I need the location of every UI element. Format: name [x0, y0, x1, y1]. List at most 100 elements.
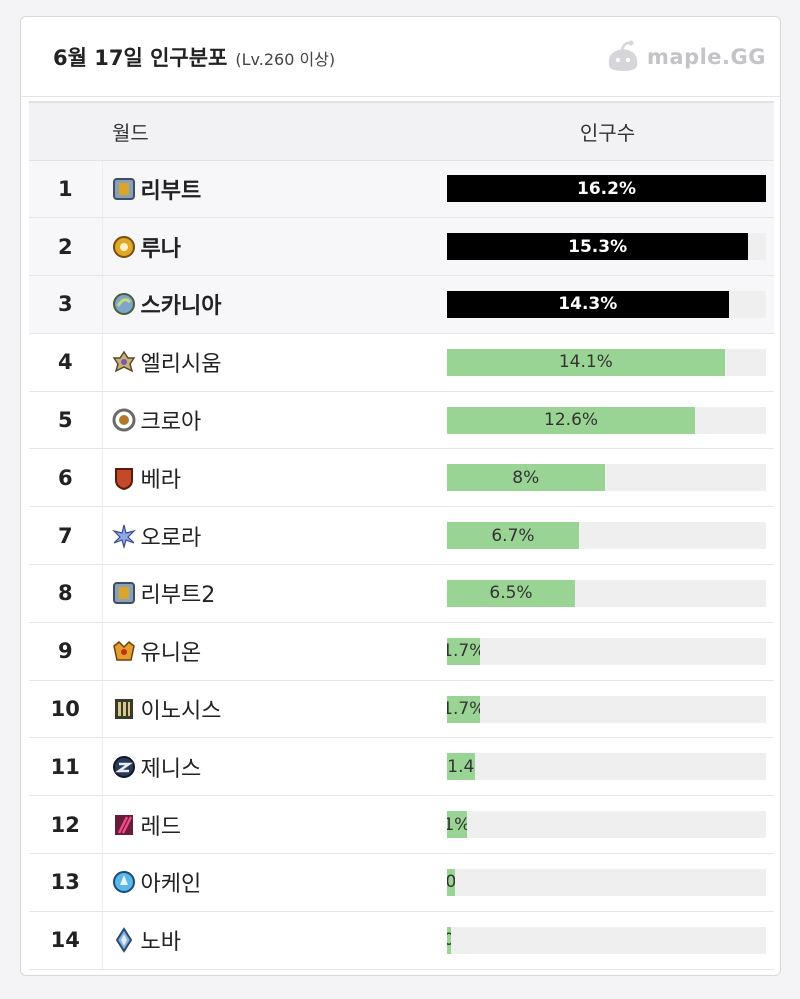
population-bar-track: 1.7%	[447, 637, 766, 665]
population-bar: 1%	[447, 811, 467, 839]
world-rank: 3	[29, 275, 103, 334]
world-column-header: 월드	[102, 101, 441, 161]
population-cell: 12.6%	[441, 391, 774, 450]
world-cell: 제니스	[102, 737, 442, 797]
world-name: 리부트	[140, 178, 202, 204]
population-cell: 1%	[441, 795, 774, 855]
population-percent: 12.6%	[544, 410, 599, 431]
population-percent: 0	[447, 930, 451, 950]
table-row[interactable]: 5 크로아 12.6%	[29, 391, 774, 450]
world-cell: 아케인	[102, 853, 442, 912]
population-bar: 0	[447, 926, 451, 954]
population-bar-track: 12.6%	[447, 406, 766, 434]
world-name: 아케인	[140, 872, 202, 898]
world-cell: 리부트	[102, 160, 442, 219]
world-info: 이노시스	[111, 693, 442, 725]
population-cell: 6.5%	[441, 564, 774, 623]
table-row[interactable]: 13 아케인 0	[29, 853, 774, 912]
world-name: 레드	[140, 814, 181, 840]
population-table: 월드 인구수 1 리부트 16.2% 2 루나 15.3% 3 스카니아 14.3% 4 엘리시움 1…	[29, 101, 774, 970]
world-rank: 2	[29, 217, 103, 277]
world-name: 이노시스	[140, 699, 222, 725]
world-info: 오로라	[111, 520, 442, 552]
population-cell: 0	[441, 853, 774, 912]
world-info: 루나	[111, 231, 442, 263]
world-name: 노바	[140, 930, 181, 956]
world-info: 노바	[111, 924, 442, 956]
world-info: 유니온	[111, 635, 442, 667]
population-percent: 0	[447, 872, 455, 892]
table-row[interactable]: 7 오로라 6.7%	[29, 506, 774, 566]
world-rank: 13	[29, 853, 103, 912]
population-percent: 1%	[447, 815, 467, 835]
table-row[interactable]: 8 리부트2 6.5%	[29, 564, 774, 623]
arcane-icon	[112, 871, 135, 894]
population-bar: 16.2%	[447, 175, 766, 203]
population-cell: 1.4	[441, 737, 774, 797]
brand-logo[interactable]: maple.GG	[603, 39, 766, 75]
world-name: 엘리시움	[140, 352, 222, 378]
table-row[interactable]: 2 루나 15.3%	[29, 217, 774, 277]
table-row[interactable]: 9 유니온 1.7%	[29, 622, 774, 681]
world-rank: 14	[29, 911, 103, 970]
population-bar: 0	[447, 868, 455, 896]
population-cell: 15.3%	[441, 217, 774, 277]
world-cell: 유니온	[102, 622, 442, 681]
population-bar-track: 1%	[447, 811, 766, 839]
world-info: 아케인	[111, 866, 442, 898]
world-info: 베라	[111, 462, 442, 494]
population-bar: 1.4	[447, 753, 475, 781]
title-group: 6월 17일 인구분포 (Lv.260 이상)	[53, 42, 335, 72]
world-rank: 9	[29, 622, 103, 681]
world-name: 제니스	[140, 756, 202, 782]
world-cell: 베라	[102, 448, 442, 508]
world-name: 크로아	[140, 410, 202, 436]
world-cell: 노바	[102, 911, 442, 970]
population-bar: 8%	[447, 464, 605, 492]
world-cell: 엘리시움	[102, 333, 442, 392]
world-info: 제니스	[111, 751, 442, 783]
mushroom-logo-icon	[608, 40, 638, 71]
population-percent: 14.3%	[558, 294, 618, 315]
population-cell: 14.3%	[441, 275, 774, 334]
world-cell: 레드	[102, 795, 442, 855]
table-row[interactable]: 3 스카니아 14.3%	[29, 275, 774, 334]
rank-column-header	[29, 101, 102, 161]
table-row[interactable]: 10 이노시스 1.7%	[29, 680, 774, 739]
table-row[interactable]: 14 노바 0	[29, 911, 774, 970]
reboot2-icon	[112, 582, 135, 605]
world-rank: 7	[29, 506, 103, 566]
table-row[interactable]: 6 베라 8%	[29, 448, 774, 508]
world-cell: 오로라	[102, 506, 442, 566]
population-percent: 8%	[512, 467, 540, 488]
population-cell: 14.1%	[441, 333, 774, 392]
red-icon	[114, 814, 133, 835]
population-cell: 1.7%	[441, 622, 774, 681]
world-info: 레드	[111, 809, 442, 841]
population-percent: 1.7%	[447, 699, 480, 720]
world-rank: 11	[29, 737, 103, 797]
world-info: 리부트	[111, 173, 442, 205]
world-rank: 5	[29, 391, 103, 450]
page-subtitle: (Lv.260 이상)	[235, 49, 336, 69]
population-cell: 8%	[441, 448, 774, 508]
table-row[interactable]: 1 리부트 16.2%	[29, 160, 774, 219]
world-cell: 루나	[102, 217, 442, 277]
world-info: 크로아	[111, 404, 442, 436]
world-info: 엘리시움	[111, 346, 442, 378]
world-name: 루나	[140, 236, 181, 262]
world-name: 베라	[140, 467, 181, 493]
table-row[interactable]: 4 엘리시움 14.1%	[29, 333, 774, 392]
world-cell: 스카니아	[102, 275, 441, 334]
world-name: 스카니아	[140, 294, 222, 320]
table-row[interactable]: 11 제니스 1.4	[29, 737, 774, 797]
population-bar: 12.6%	[447, 406, 696, 434]
croa-icon	[112, 408, 135, 432]
world-rank: 4	[29, 333, 103, 392]
world-rank: 8	[29, 564, 103, 623]
elysium-icon	[112, 350, 135, 373]
population-percent: 15.3%	[568, 236, 628, 257]
population-bar-track: 6.7%	[447, 522, 766, 550]
table-row[interactable]: 12 레드 1%	[29, 795, 774, 855]
world-rank: 10	[29, 680, 103, 739]
